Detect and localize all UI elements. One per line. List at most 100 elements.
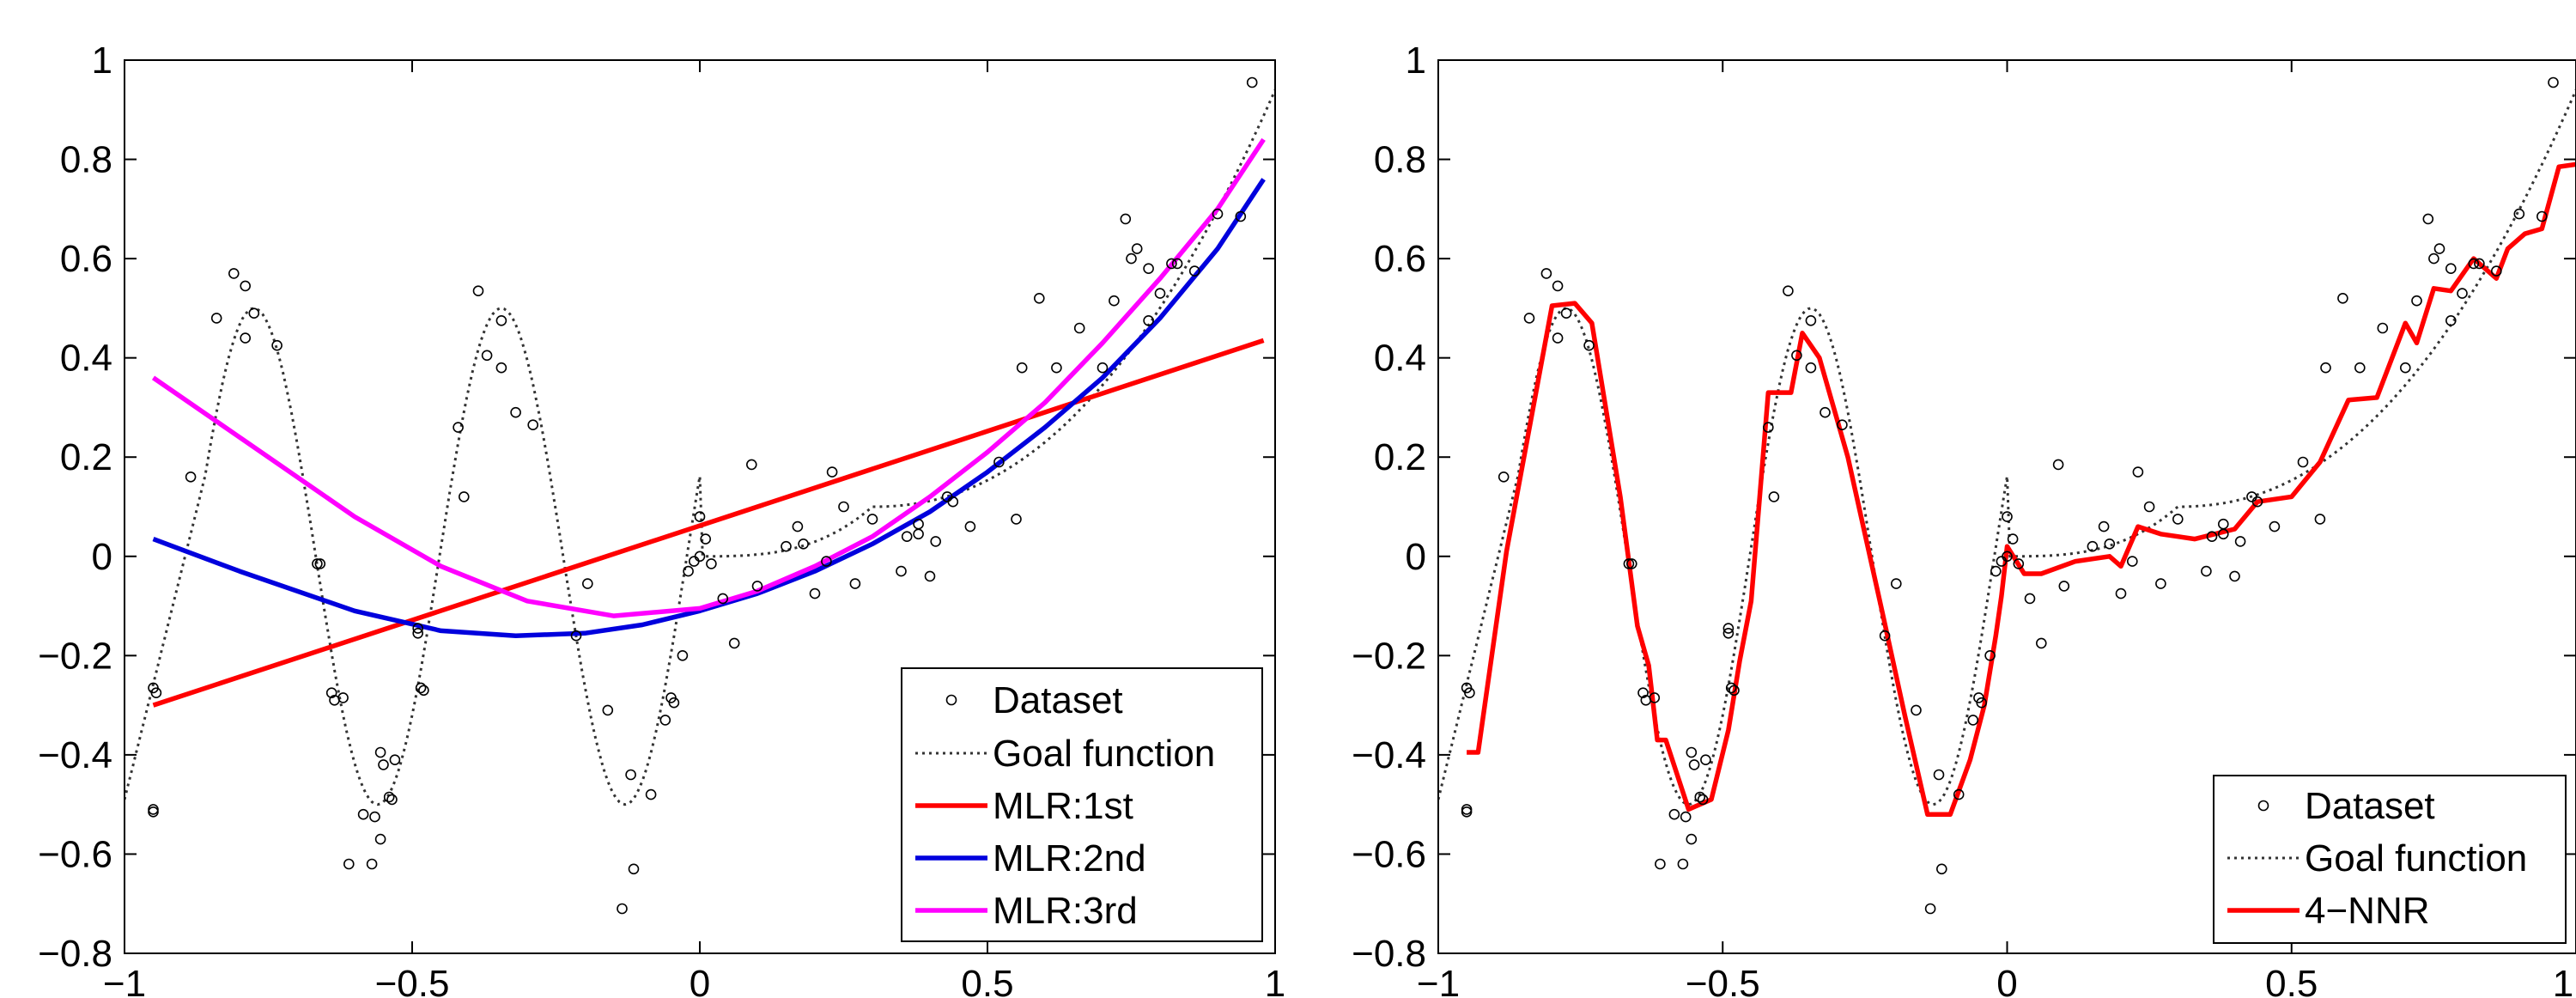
legend-label-mlr-3rd: MLR:3rd	[993, 890, 1138, 932]
dataset-point	[683, 565, 694, 577]
dataset-point	[1464, 687, 1475, 699]
legend-marker-dataset	[945, 694, 957, 706]
dataset-point	[896, 565, 907, 577]
x-tick-label: 1	[2553, 963, 2573, 998]
legend-label-goal-function: Goal function	[993, 733, 1215, 775]
dataset-point	[668, 697, 680, 709]
dataset-point	[1725, 682, 1737, 694]
dataset-point	[2513, 208, 2525, 220]
dataset-point	[2320, 362, 2331, 374]
dataset-point	[1722, 623, 1735, 634]
dataset-point	[378, 759, 389, 770]
dataset-point	[418, 685, 429, 697]
dataset-point	[1990, 565, 2002, 577]
dataset-point	[2548, 76, 2559, 88]
dataset-point	[602, 704, 614, 716]
dataset-point	[1552, 280, 1564, 292]
dataset-point	[2445, 314, 2457, 326]
dataset-point	[2052, 459, 2064, 471]
series-line-mlr-3rd	[151, 137, 1266, 618]
dataset-point	[2002, 551, 2013, 563]
dataset-point	[386, 794, 398, 806]
dataset-point	[1626, 558, 1637, 569]
dataset-point	[1728, 685, 1740, 697]
dataset-point	[694, 511, 706, 522]
dataset-point	[495, 314, 507, 326]
dataset-point	[240, 332, 252, 344]
dataset-point	[2445, 263, 2457, 275]
y-tick-label: 0	[92, 536, 112, 578]
goal-function-curve	[1438, 89, 2576, 806]
dataset-point	[248, 307, 260, 319]
dataset-point	[1637, 687, 1649, 699]
dataset-point	[2428, 253, 2439, 265]
dataset-point	[1700, 754, 1711, 766]
dataset-point	[1073, 322, 1085, 334]
dataset-point	[412, 627, 424, 639]
dataset-point	[357, 808, 369, 820]
dataset-point	[1540, 268, 1552, 279]
dataset-point	[2234, 536, 2246, 547]
dataset-point	[2007, 533, 2019, 545]
dataset-point	[581, 578, 593, 589]
dataset-point	[314, 558, 326, 569]
dataset-point	[947, 496, 959, 508]
dataset-point	[924, 570, 936, 582]
dataset-point	[1976, 697, 1987, 709]
right-panel-axes: −1 −0.5 0 0.5 1 −0.8 −0.6 −0.4 −0.2 0 0.2 0.4 0.6 0.8…	[1352, 40, 2576, 998]
dataset-point	[1051, 362, 1062, 374]
dataset-point	[838, 501, 849, 513]
dataset-point	[1953, 788, 1965, 800]
dataset-point	[1212, 208, 1224, 220]
dataset-point	[228, 268, 240, 279]
dataset-point	[2115, 587, 2127, 599]
dataset-point	[1879, 630, 1891, 642]
dataset-point	[2411, 295, 2422, 307]
y-tick-label: 0.2	[60, 436, 112, 478]
dataset-point	[617, 903, 628, 915]
dataset-point	[849, 578, 861, 589]
dataset-point	[1697, 794, 1709, 806]
x-tick-label: −1	[103, 963, 146, 998]
dataset-point	[2127, 556, 2138, 567]
legend-box	[2213, 775, 2567, 944]
dataset-point	[751, 581, 763, 592]
dataset-point	[2251, 496, 2263, 508]
legend-label-mlr-2nd: MLR:2nd	[993, 837, 1146, 879]
x-tick-label: 0	[690, 963, 710, 998]
dataset-point	[1805, 314, 1817, 326]
dataset-point	[2143, 501, 2155, 513]
y-tick-label: 0.8	[60, 139, 112, 181]
dataset-point	[930, 536, 941, 547]
x-tick-label: 0.5	[961, 963, 1013, 998]
dataset-point	[453, 422, 464, 433]
dataset-point	[1154, 288, 1166, 299]
dataset-point	[1120, 213, 1132, 225]
dataset-point	[337, 692, 349, 703]
dataset-point	[1188, 265, 1200, 277]
dataset-point	[1109, 295, 1120, 307]
dataset-point	[312, 558, 323, 569]
dataset-point	[2377, 322, 2389, 334]
dataset-point	[2058, 581, 2070, 592]
dataset-point	[1911, 704, 1922, 716]
dataset-point	[1583, 339, 1595, 351]
dataset-point	[700, 533, 712, 545]
left-panel-axes: −1 −0.5 0 0.5 1 −0.8 −0.6 −0.4 −0.2 0 0.2 0.4 0.6 0.8…	[38, 40, 1285, 998]
dataset-point	[2155, 578, 2166, 589]
dataset-point	[2354, 362, 2366, 374]
dataset-point	[148, 804, 159, 815]
dataset-point	[1837, 419, 1848, 431]
dataset-point	[717, 593, 729, 605]
dataset-point	[821, 556, 832, 567]
right-panel-curves	[1438, 89, 2576, 817]
dataset-point	[1791, 350, 1802, 362]
x-tick-label: −0.5	[1686, 963, 1760, 998]
dataset-point	[1655, 858, 1666, 870]
dataset-point	[383, 791, 395, 803]
legend-label-goal-function: Goal function	[2305, 837, 2527, 879]
dataset-point	[150, 687, 162, 699]
y-tick-label: −0.2	[38, 635, 112, 677]
dataset-point	[389, 754, 401, 766]
right-panel-nnr: −1 −0.5 0 0.5 1 −0.8 −0.6 −0.4 −0.2 0 0.2 0.4 0.6 0.8…	[1352, 40, 2576, 998]
